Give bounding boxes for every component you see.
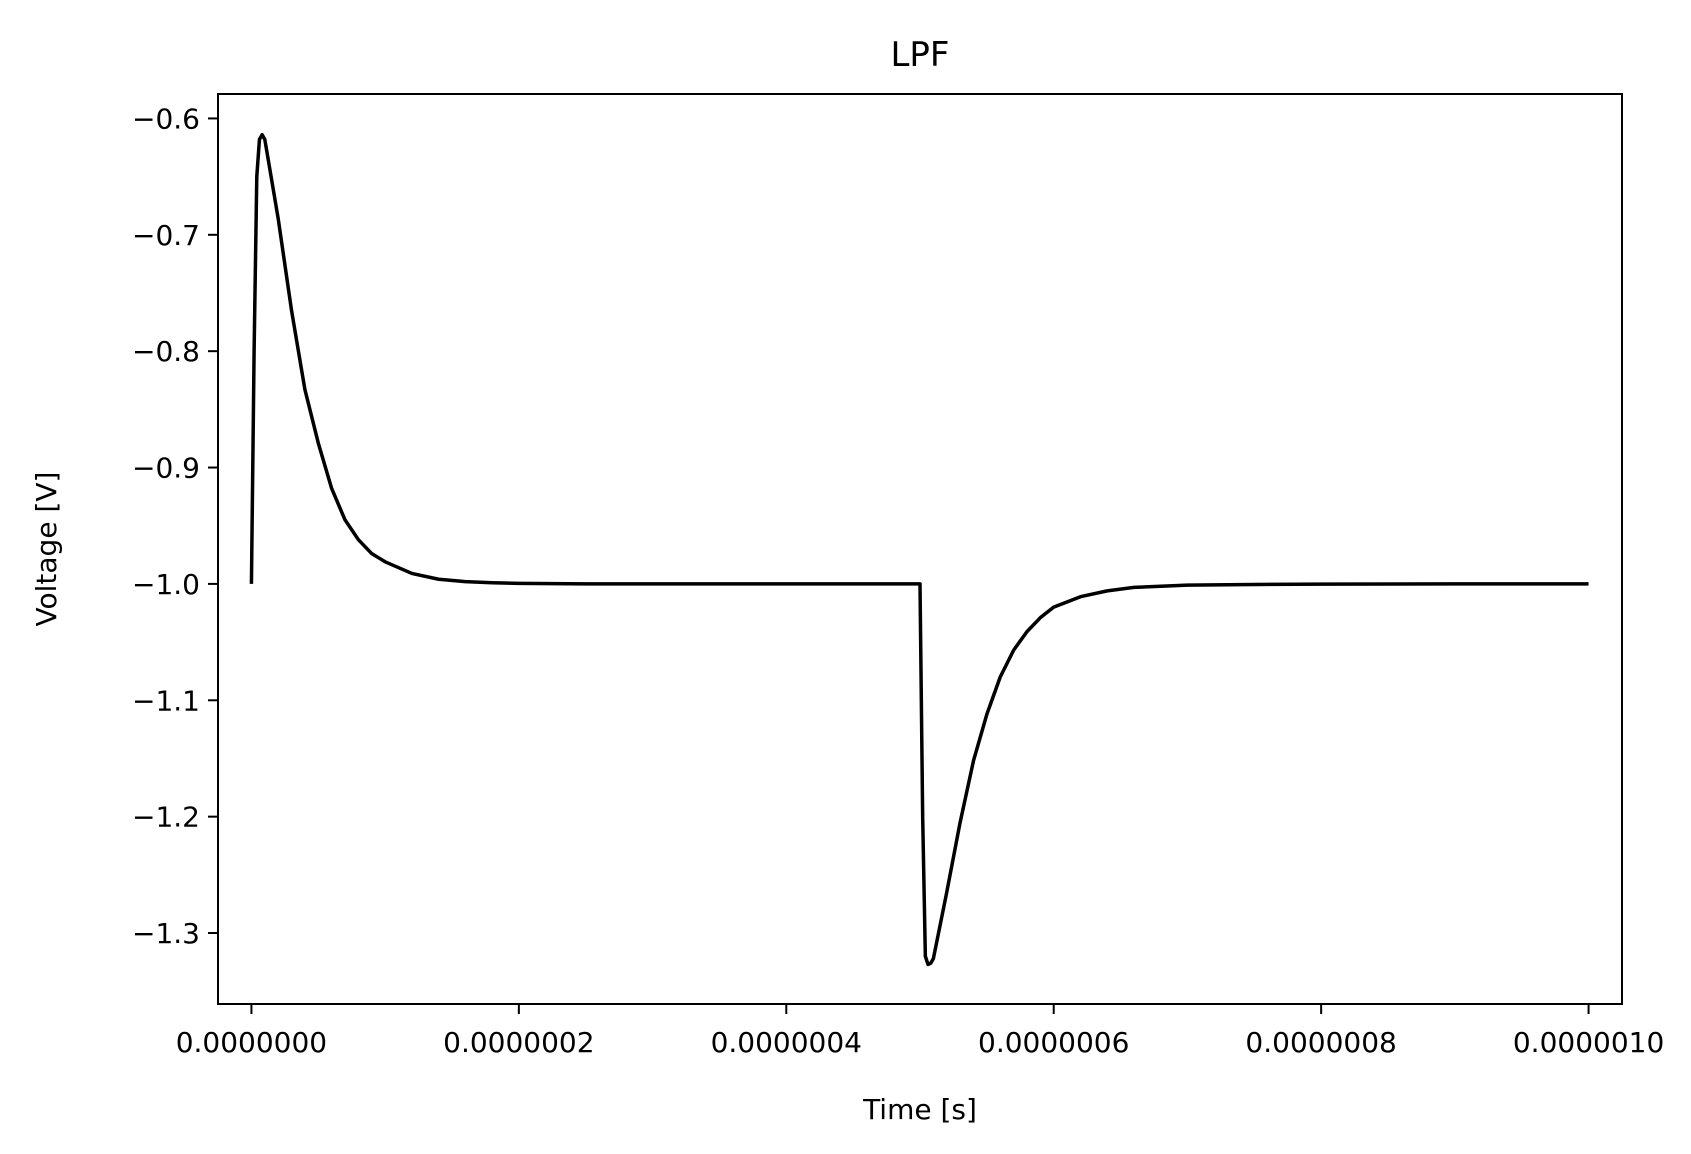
x-tick-label: 0.0000004: [711, 1026, 862, 1059]
y-axis: −0.6 −0.7 −0.8 −0.9 −1.0 −1.1 −1.2 −1.3: [132, 102, 218, 950]
y-tick-label: −0.8: [132, 335, 200, 368]
x-tick-label: 0.0000008: [1245, 1026, 1396, 1059]
y-tick-label: −0.9: [132, 452, 200, 485]
x-axis-label: Time [s]: [862, 1093, 977, 1126]
series-layer: [249, 132, 1589, 967]
x-tick-label: 0.0000006: [978, 1026, 1129, 1059]
chart-title: LPF: [890, 35, 949, 75]
y-tick-label: −1.3: [132, 917, 200, 950]
y-tick-label: −1.0: [132, 568, 200, 601]
y-tick-label: −0.7: [132, 219, 200, 252]
x-tick-label: 0.0000010: [1513, 1026, 1664, 1059]
y-axis-label: Voltage [V]: [30, 472, 63, 627]
y-tick-label: −0.6: [132, 102, 200, 135]
x-tick-label: 0.0000002: [443, 1026, 594, 1059]
y-tick-label: −1.1: [132, 684, 200, 717]
series-line-0: [249, 132, 1589, 967]
x-axis: 0.0000000 0.0000002 0.0000004 0.0000006 0.00…: [176, 1004, 1664, 1059]
x-tick-label: 0.0000000: [176, 1026, 327, 1059]
plot-frame: [217, 93, 1623, 1005]
y-tick-label: −1.2: [132, 801, 200, 834]
